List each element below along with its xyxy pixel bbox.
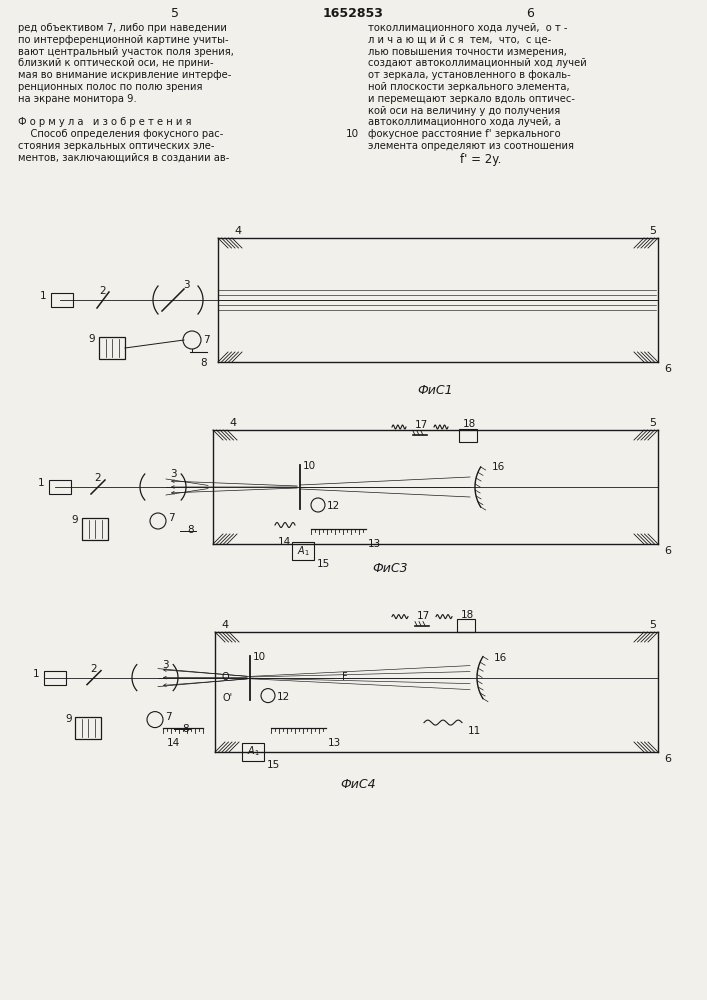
Text: Способ определения фокусного рас-: Способ определения фокусного рас- — [18, 129, 223, 139]
Text: вают центральный участок поля зрения,: вают центральный участок поля зрения, — [18, 47, 234, 57]
Text: элемента определяют из соотношения: элемента определяют из соотношения — [368, 141, 574, 151]
Text: мая во внимание искривление интерфе-: мая во внимание искривление интерфе- — [18, 70, 231, 80]
Text: 6: 6 — [526, 7, 534, 20]
Bar — [44, 671, 66, 685]
Text: токоллимационного хода лучей,  о т -: токоллимационного хода лучей, о т - — [368, 23, 568, 33]
Bar — [49, 480, 71, 494]
Text: 17: 17 — [417, 611, 431, 621]
Text: $A_1$: $A_1$ — [297, 544, 310, 558]
Text: 18: 18 — [463, 419, 477, 429]
Text: 7: 7 — [168, 513, 175, 523]
Text: 10: 10 — [346, 129, 358, 139]
Text: 3: 3 — [162, 660, 169, 670]
Text: от зеркала, установленного в фокаль-: от зеркала, установленного в фокаль- — [368, 70, 571, 80]
Text: 4: 4 — [235, 226, 242, 236]
Text: 14: 14 — [167, 738, 180, 748]
Text: л и ч а ю щ и й с я  тем,  что,  с це-: л и ч а ю щ и й с я тем, что, с це- — [368, 35, 551, 45]
Text: 5: 5 — [650, 226, 657, 236]
Text: 16: 16 — [492, 462, 506, 472]
Text: 13: 13 — [368, 539, 381, 549]
Text: 15: 15 — [317, 559, 330, 569]
Text: 2: 2 — [90, 664, 98, 674]
Text: ФиС4: ФиС4 — [340, 778, 376, 791]
Text: 8: 8 — [182, 724, 189, 734]
Text: 13: 13 — [328, 738, 341, 748]
Bar — [75, 717, 101, 739]
Bar — [459, 428, 477, 442]
Text: ФиС1: ФиС1 — [417, 384, 452, 397]
Text: 1: 1 — [40, 291, 47, 301]
Text: 9: 9 — [88, 334, 95, 344]
Text: 18: 18 — [461, 610, 474, 620]
Text: 7: 7 — [203, 335, 209, 345]
Text: 5: 5 — [650, 620, 657, 630]
Text: 14: 14 — [278, 537, 291, 547]
Text: 1652853: 1652853 — [322, 7, 383, 20]
Bar — [457, 619, 475, 632]
Text: 2: 2 — [100, 286, 106, 296]
Text: ренционных полос по полю зрения: ренционных полос по полю зрения — [18, 82, 202, 92]
Text: 10: 10 — [253, 652, 266, 662]
Text: фокусное расстояние f' зеркального: фокусное расстояние f' зеркального — [368, 129, 561, 139]
Text: 5: 5 — [171, 7, 179, 20]
Text: 6: 6 — [664, 546, 671, 556]
Bar — [242, 743, 264, 761]
Text: 8: 8 — [187, 525, 194, 535]
Text: создают автоколлимационный ход лучей: создают автоколлимационный ход лучей — [368, 58, 587, 68]
Text: 9: 9 — [71, 515, 78, 525]
Text: 5: 5 — [650, 418, 657, 428]
Text: 10: 10 — [303, 461, 316, 471]
Bar — [99, 337, 125, 359]
Text: 1: 1 — [38, 478, 45, 488]
Text: 17: 17 — [415, 420, 428, 430]
Text: ред объективом 7, либо при наведении: ред объективом 7, либо при наведении — [18, 23, 227, 33]
Text: 3: 3 — [183, 280, 189, 290]
Text: 11: 11 — [468, 726, 481, 736]
Text: близкий к оптической оси, не прини-: близкий к оптической оси, не прини- — [18, 58, 214, 68]
Text: f' = 2y.: f' = 2y. — [460, 153, 501, 166]
Text: 12: 12 — [327, 501, 340, 511]
Text: на экране монитора 9.: на экране монитора 9. — [18, 94, 136, 104]
Text: 7: 7 — [165, 712, 172, 722]
Text: 6: 6 — [664, 364, 671, 374]
Text: автоколлимационного хода лучей, а: автоколлимационного хода лучей, а — [368, 117, 561, 127]
Text: 4: 4 — [221, 620, 228, 630]
Text: $A_1$: $A_1$ — [247, 745, 259, 759]
Text: 6: 6 — [664, 754, 671, 764]
Text: и перемещают зеркало вдоль оптичес-: и перемещают зеркало вдоль оптичес- — [368, 94, 575, 104]
Text: 3: 3 — [170, 469, 177, 479]
Text: O': O' — [223, 693, 233, 703]
Text: ной плоскости зеркального элемента,: ной плоскости зеркального элемента, — [368, 82, 570, 92]
Text: 9: 9 — [65, 714, 72, 724]
Text: 4: 4 — [230, 418, 237, 428]
Text: 8: 8 — [200, 358, 206, 368]
Text: F: F — [342, 672, 348, 682]
Text: 2: 2 — [95, 473, 101, 483]
Text: 16: 16 — [494, 653, 507, 663]
Text: 12: 12 — [277, 692, 291, 702]
Text: ментов, заключающийся в создании ав-: ментов, заключающийся в создании ав- — [18, 153, 229, 163]
Text: 1: 1 — [33, 669, 40, 679]
Bar — [292, 542, 314, 560]
Text: O: O — [221, 672, 229, 682]
Text: кой оси на величину y до получения: кой оси на величину y до получения — [368, 106, 560, 116]
Text: лью повышения точности измерения,: лью повышения точности измерения, — [368, 47, 567, 57]
Bar — [51, 293, 73, 307]
Text: ФиС3: ФиС3 — [372, 562, 408, 575]
Bar — [82, 518, 108, 540]
Text: стояния зеркальных оптических эле-: стояния зеркальных оптических эле- — [18, 141, 214, 151]
Text: Ф о р м у л а   и з о б р е т е н и я: Ф о р м у л а и з о б р е т е н и я — [18, 117, 192, 127]
Text: 15: 15 — [267, 760, 280, 770]
Text: по интерференционной картине учиты-: по интерференционной картине учиты- — [18, 35, 228, 45]
